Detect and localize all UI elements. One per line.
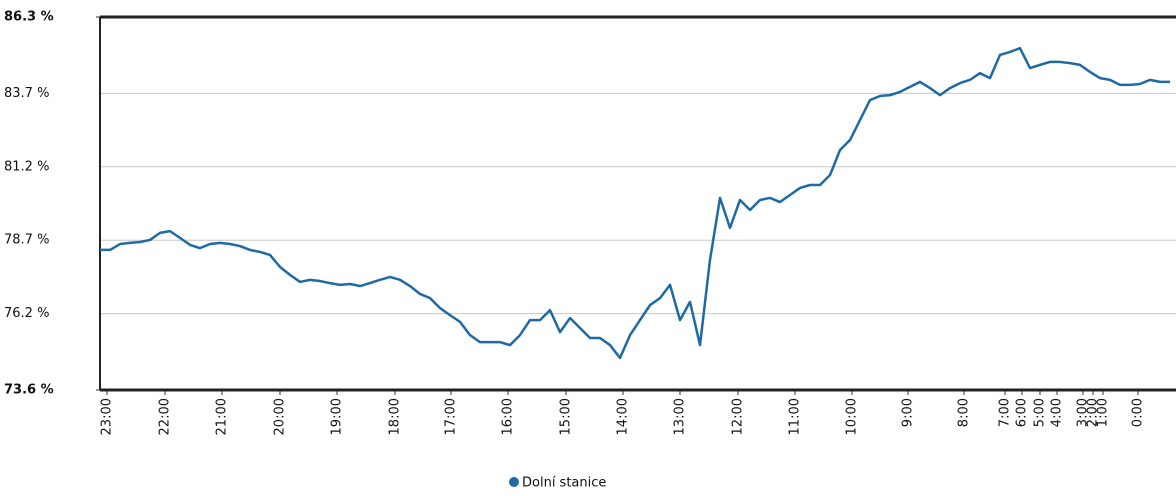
x-tick-label: 5:00 xyxy=(1033,398,1048,427)
x-tick-label: 1:00 xyxy=(1096,398,1111,427)
x-tick-label: 18:00 xyxy=(388,398,403,435)
x-tick-label: 14:00 xyxy=(616,398,631,435)
x-tick-label: 19:00 xyxy=(330,398,345,435)
x-tick-label: 10:00 xyxy=(845,398,860,435)
x-tick-label: 8:00 xyxy=(957,398,972,427)
x-tick-label: 16:00 xyxy=(501,398,516,435)
y-tick-label: 73.6 % xyxy=(4,383,54,398)
y-tick-label: 78.7 % xyxy=(4,233,49,248)
x-tick-label: 17:00 xyxy=(444,398,459,435)
legend-marker xyxy=(509,477,519,487)
x-tick-label: 3:00 xyxy=(1076,398,1091,427)
y-tick-label: 83.7 % xyxy=(4,86,49,101)
x-tick-label: 4:00 xyxy=(1050,398,1065,427)
legend-label: Dolní stanice xyxy=(522,476,606,491)
x-tick-label: 13:00 xyxy=(673,398,688,435)
x-tick-label: 22:00 xyxy=(158,398,173,435)
x-tick-label: 11:00 xyxy=(788,398,803,435)
x-tick-label: 9:00 xyxy=(901,398,916,427)
x-tick-label: 20:00 xyxy=(273,398,288,435)
y-tick-label: 86.3 % xyxy=(4,10,54,25)
data-line xyxy=(100,46,1170,360)
x-tick-label: 6:00 xyxy=(1015,398,1030,427)
x-tick-label: 15:00 xyxy=(559,398,574,435)
x-tick-label: 2:00 xyxy=(1086,398,1101,427)
y-tick-label: 81.2 % xyxy=(4,159,49,174)
x-tick-label: 7:00 xyxy=(998,398,1013,427)
x-tick-label: 0:00 xyxy=(1131,398,1146,427)
x-tick-label: 12:00 xyxy=(731,398,746,435)
x-tick-label: 23:00 xyxy=(100,398,115,435)
x-tick-label: 21:00 xyxy=(215,398,230,435)
y-tick-label: 76.2 % xyxy=(4,306,49,321)
